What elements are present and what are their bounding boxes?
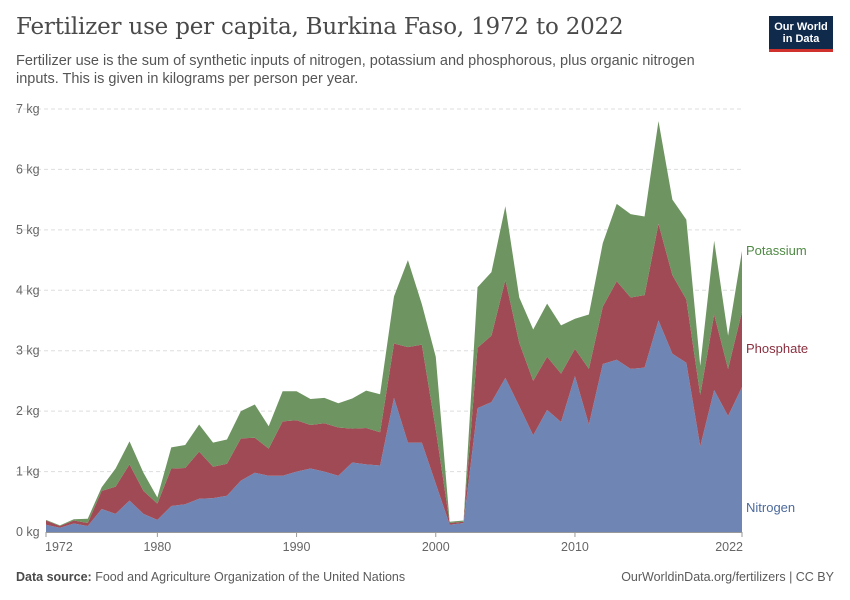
series-label-phosphate: Phosphate [746,341,808,356]
owid-logo[interactable]: Our World in Data [769,16,833,52]
area-nitrogen [46,320,742,532]
axis-layer: 0 kg 1 kg 2 kg 3 kg 4 kg 5 kg 6 kg 7 kg 1972 1980… [16,102,743,554]
area-layer [46,121,742,532]
x-tick-label: 1972 [45,540,73,554]
data-source: Data source: Food and Agriculture Organi… [16,570,405,584]
y-tick-label: 1 kg [16,465,40,479]
logo-line-1: Our World [774,21,828,33]
x-tick-label: 1990 [283,540,311,554]
y-tick-label: 4 kg [16,283,40,297]
area-potassium [46,121,742,526]
area-phosphate [46,223,742,528]
chart-title: Fertilizer use per capita, Burkina Faso,… [16,14,624,40]
x-tick-label: 2000 [422,540,450,554]
data-source-text: Food and Agriculture Organization of the… [95,570,406,584]
x-tick-label: 1980 [143,540,171,554]
y-tick-label: 5 kg [16,223,40,237]
label-layer: Potassium Phosphate Nitrogen [746,243,808,515]
y-tick-label: 2 kg [16,404,40,418]
y-tick-label: 7 kg [16,102,40,116]
chart-subtitle: Fertilizer use is the sum of synthetic i… [16,53,695,87]
logo-line-2: in Data [782,33,820,45]
y-tick-label: 6 kg [16,162,40,176]
y-tick-label: 3 kg [16,344,40,358]
source-url[interactable]: OurWorldinData.org/fertilizers | CC BY [621,570,834,584]
data-source-label: Data source: [16,570,92,584]
x-tick-label: 2022 [715,540,743,554]
series-label-nitrogen: Nitrogen [746,500,795,515]
y-tick-label: 0 kg [16,525,40,539]
x-tick-label: 2010 [561,540,589,554]
series-label-potassium: Potassium [746,243,807,258]
